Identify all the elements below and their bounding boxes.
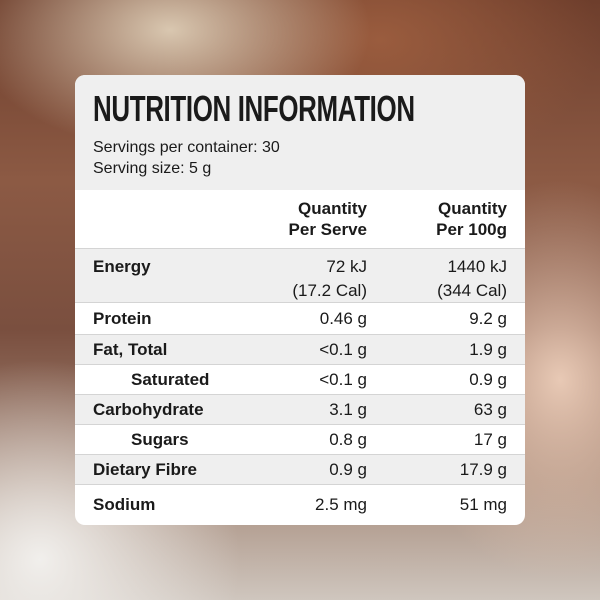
cell-line: 1440 kJ: [447, 257, 507, 276]
cell-line: (17.2 Cal): [292, 281, 367, 300]
row-label: Dietary Fibre: [93, 459, 197, 479]
column-header: Quantity Per 100g: [367, 198, 507, 240]
cell: 17.9 g: [459, 459, 507, 479]
table-row: Carbohydrate 3.1 g 63 g: [75, 394, 525, 424]
cell-line: 72 kJ: [326, 257, 367, 276]
cell: 0.46 g: [319, 308, 367, 328]
row-label: Protein: [93, 308, 152, 328]
cell: 2.5 mg: [315, 494, 367, 514]
nutrition-panel: NUTRITION INFORMATION Servings per conta…: [75, 75, 525, 525]
row-label: Fat, Total: [93, 339, 168, 359]
row-label: Sodium: [93, 494, 156, 514]
row-label: Carbohydrate: [93, 399, 204, 419]
table-row: Sodium 2.5 mg 51 mg: [75, 484, 525, 524]
cell: 9.2 g: [469, 308, 507, 328]
cell: 51 mg: [459, 494, 507, 514]
table-row: Dietary Fibre 0.9 g 17.9 g: [75, 454, 525, 484]
column-header-row: Quantity Per Serve Quantity Per 100g: [75, 190, 525, 248]
header-line: Quantity: [438, 199, 507, 218]
cell: <0.1 g: [319, 369, 367, 389]
table-row: Energy 72 kJ (17.2 Cal) 1440 kJ (344 Cal): [75, 248, 525, 302]
header-line: Per Serve: [288, 220, 367, 239]
cell: 0.8 g: [329, 429, 367, 449]
cell: <0.1 g: [319, 339, 367, 359]
panel-header: NUTRITION INFORMATION Servings per conta…: [75, 75, 525, 190]
table-row: Fat, Total <0.1 g 1.9 g: [75, 334, 525, 364]
cell: 0.9 g: [469, 369, 507, 389]
cell: 63 g: [473, 399, 507, 419]
table-row: Saturated <0.1 g 0.9 g: [75, 364, 525, 394]
title: NUTRITION INFORMATION: [93, 88, 415, 129]
header-line: Per 100g: [436, 220, 507, 239]
cell: 0.9 g: [329, 459, 367, 479]
row-label: Sugars: [131, 429, 189, 449]
serving-size: Serving size: 5 g: [93, 160, 212, 177]
table-row: Sugars 0.8 g 17 g: [75, 424, 525, 454]
cell: 17 g: [473, 429, 507, 449]
cell: 1.9 g: [469, 339, 507, 359]
cell: 1440 kJ (344 Cal): [367, 255, 507, 303]
column-header: Quantity Per Serve: [227, 198, 367, 240]
row-label: Saturated: [131, 369, 210, 389]
header-line: Quantity: [298, 199, 367, 218]
cell: 72 kJ (17.2 Cal): [227, 255, 367, 303]
table-row: Protein 0.46 g 9.2 g: [75, 302, 525, 334]
cell: 3.1 g: [329, 399, 367, 419]
row-label: Energy: [93, 257, 151, 276]
cell-line: (344 Cal): [437, 281, 507, 300]
servings-per-container: Servings per container: 30: [93, 139, 280, 156]
